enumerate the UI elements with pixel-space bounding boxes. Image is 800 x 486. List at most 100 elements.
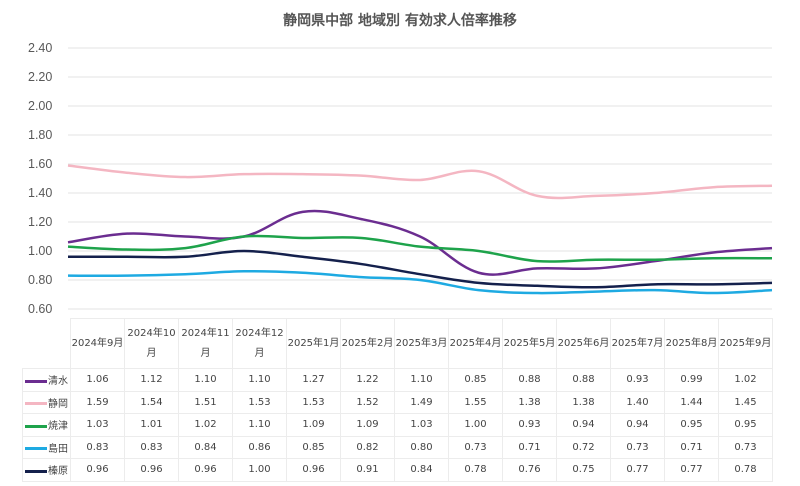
data-cell: 1.45 (718, 390, 773, 414)
legend-key: 清水 (22, 368, 71, 392)
data-cell: 0.84 (178, 435, 233, 459)
y-tick-label: 1.00 (28, 244, 52, 258)
data-cell: 1.53 (232, 390, 287, 414)
column-header: 2025年7月 (610, 318, 665, 369)
data-cell: 1.54 (124, 390, 179, 414)
series-line-清水 (67, 209, 773, 276)
data-cell: 0.76 (502, 458, 557, 482)
data-cell: 1.59 (70, 390, 125, 414)
data-cell: 1.52 (340, 390, 395, 414)
legend-key: 島田 (22, 435, 71, 459)
data-cell: 1.40 (610, 390, 665, 414)
plot-area: 0.60 0.80 1.00 1.20 1.40 1.60 1.80 2.00 2.20 2.40 (28, 41, 773, 316)
column-header: 2025年9月 (718, 318, 773, 369)
column-header: 2024年12月 (232, 318, 287, 369)
data-cell: 1.55 (448, 390, 503, 414)
data-cell: 0.95 (664, 413, 719, 437)
series-line-静岡 (67, 164, 773, 200)
data-cell: 0.73 (448, 435, 503, 459)
data-table: 2024年9月 2024年10月 2024年11月 2024年12月 2025年1月 20… (22, 318, 773, 482)
column-header: 2024年9月 (70, 318, 125, 369)
data-cell: 1.02 (178, 413, 233, 437)
y-tick-label: 2.20 (28, 70, 52, 84)
legend-swatch (25, 424, 47, 428)
series-name: 清水 (48, 376, 68, 388)
data-cell: 0.78 (718, 458, 773, 482)
table-row: 島田 0.83 0.83 0.84 0.86 0.85 0.82 0.80 0.73 0.71 0.… (22, 435, 773, 459)
data-cell: 0.78 (448, 458, 503, 482)
column-header: 2025年6月 (556, 318, 611, 369)
y-tick-label: 2.00 (28, 99, 52, 113)
data-cell: 0.94 (556, 413, 611, 437)
y-tick-label: 1.80 (28, 128, 52, 142)
series-line-島田 (67, 269, 773, 295)
data-cell: 1.27 (286, 368, 341, 392)
data-cell: 1.00 (448, 413, 503, 437)
series-line-焼津 (67, 234, 773, 263)
data-cell: 1.09 (340, 413, 395, 437)
column-header: 2024年11月 (178, 318, 233, 369)
data-cell: 1.49 (394, 390, 449, 414)
series-line-榛原 (67, 249, 773, 289)
data-cell: 0.80 (394, 435, 449, 459)
data-cell: 0.91 (340, 458, 395, 482)
data-cell: 0.96 (124, 458, 179, 482)
data-cell: 0.86 (232, 435, 287, 459)
data-cell: 0.77 (610, 458, 665, 482)
data-cell: 0.83 (124, 435, 179, 459)
column-header: 2025年1月 (286, 318, 341, 369)
data-cell: 1.38 (502, 390, 557, 414)
column-header: 2025年5月 (502, 318, 557, 369)
series-name: 焼津 (48, 421, 68, 433)
column-header: 2024年10月 (124, 318, 179, 369)
y-tick-label: 1.20 (28, 215, 52, 229)
data-cell: 1.02 (718, 368, 773, 392)
data-cell: 0.95 (718, 413, 773, 437)
data-cell: 0.71 (502, 435, 557, 459)
data-cell: 1.06 (70, 368, 125, 392)
data-cell: 0.96 (70, 458, 125, 482)
column-header: 2025年3月 (394, 318, 449, 369)
data-cell: 0.72 (556, 435, 611, 459)
data-cell: 0.83 (70, 435, 125, 459)
data-cell: 0.73 (718, 435, 773, 459)
data-cell: 1.01 (124, 413, 179, 437)
data-cell: 0.71 (664, 435, 719, 459)
data-cell: 1.03 (70, 413, 125, 437)
y-tick-label: 0.60 (28, 302, 52, 316)
data-cell: 1.10 (232, 413, 287, 437)
series-name: 静岡 (48, 398, 68, 410)
data-cell: 0.84 (394, 458, 449, 482)
data-cell: 1.10 (178, 368, 233, 392)
data-cell: 1.38 (556, 390, 611, 414)
y-tick-label: 2.40 (28, 41, 52, 55)
data-cell: 0.99 (664, 368, 719, 392)
data-cell: 1.00 (232, 458, 287, 482)
chart-title: 静岡県中部 地域別 有効求人倍率推移 (283, 13, 517, 29)
data-cell: 0.73 (610, 435, 665, 459)
legend-swatch (25, 447, 47, 451)
data-cell: 0.85 (286, 435, 341, 459)
data-cell: 0.82 (340, 435, 395, 459)
series-name: 島田 (48, 443, 68, 455)
data-cell: 0.77 (664, 458, 719, 482)
data-cell: 0.75 (556, 458, 611, 482)
data-cell: 1.22 (340, 368, 395, 392)
column-header: 2025年8月 (664, 318, 719, 369)
table-row: 静岡 1.59 1.54 1.51 1.53 1.53 1.52 1.49 1.55 1.38 1.… (22, 390, 773, 414)
legend-key: 焼津 (22, 413, 71, 437)
legend-swatch (25, 469, 47, 473)
y-tick-label: 0.80 (28, 273, 52, 287)
data-cell: 1.12 (124, 368, 179, 392)
data-cell: 1.03 (394, 413, 449, 437)
legend-key: 榛原 (22, 458, 71, 482)
y-tick-label: 1.40 (28, 186, 52, 200)
legend-swatch (25, 379, 47, 383)
data-cell: 0.93 (610, 368, 665, 392)
legend-swatch (25, 402, 47, 406)
data-cell: 0.85 (448, 368, 503, 392)
series-name: 榛原 (48, 466, 68, 478)
table-row: 清水 1.06 1.12 1.10 1.10 1.27 1.22 1.10 0.85 0.88 0.… (22, 368, 773, 392)
table-row: 焼津 1.03 1.01 1.02 1.10 1.09 1.09 1.03 1.00 0.93 0.… (22, 413, 773, 437)
data-cell: 0.96 (286, 458, 341, 482)
